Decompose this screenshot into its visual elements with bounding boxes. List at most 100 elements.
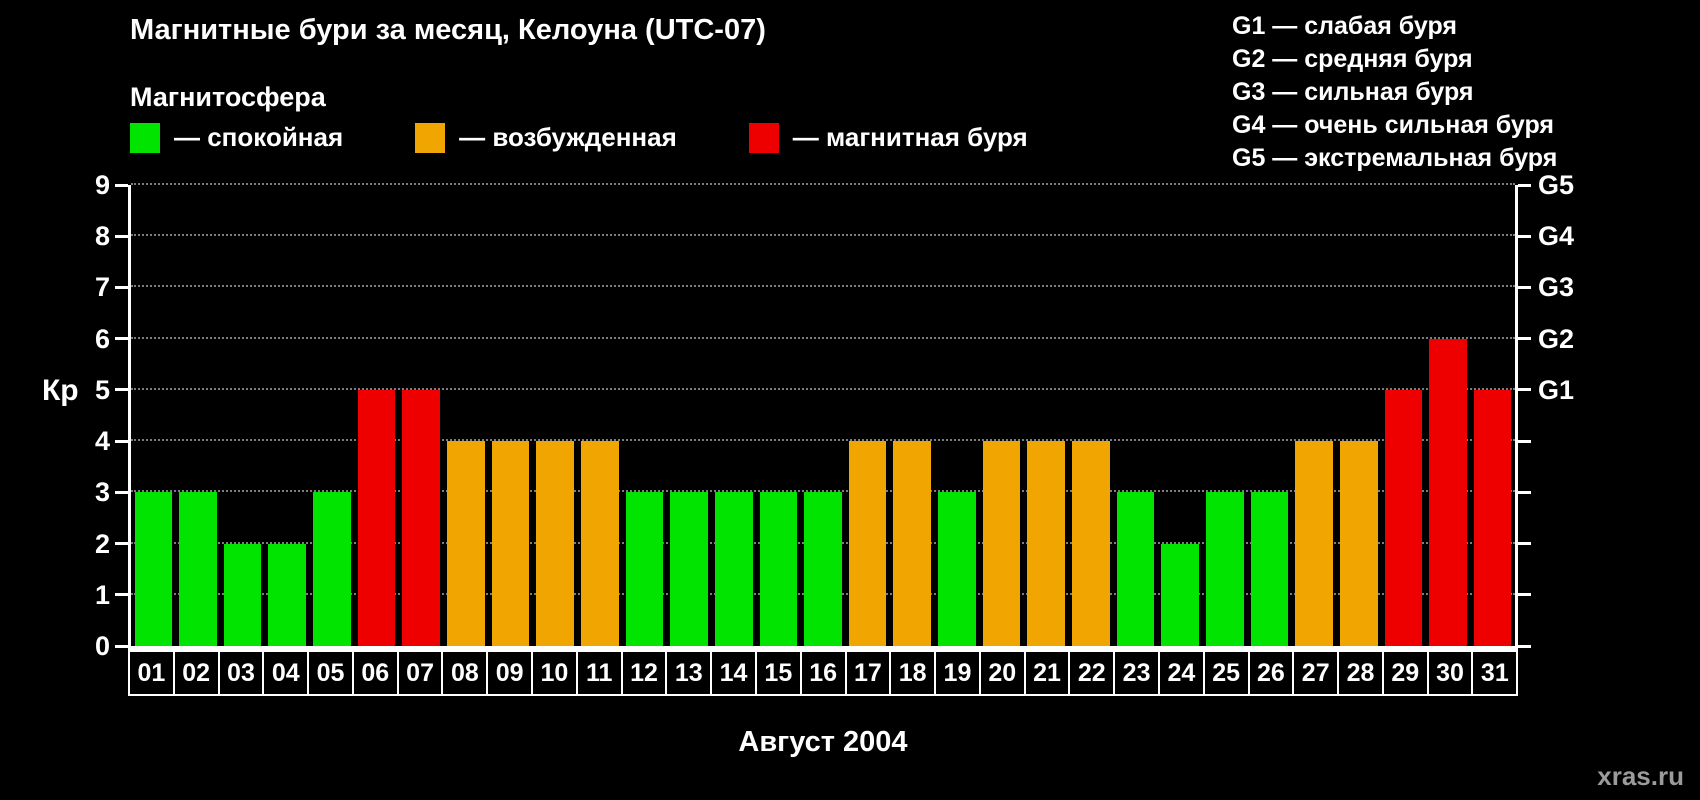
gridline-kp-3 — [131, 490, 1515, 493]
gridline-kp-6 — [131, 336, 1515, 339]
legend-label-quiet: — спокойная — [174, 122, 344, 152]
gridline-kp-9 — [131, 183, 1515, 185]
bar-column-06 — [354, 185, 399, 646]
day-label-09: 09 — [486, 650, 534, 696]
g-legend-item-g5: G5 — экстремальная буря — [1232, 144, 1558, 172]
day-label-16: 16 — [799, 650, 847, 696]
day-label-26: 26 — [1247, 650, 1295, 696]
bar-column-10 — [533, 185, 578, 646]
bar-column-04 — [265, 185, 310, 646]
bar-column-15 — [756, 185, 801, 646]
y-tick-label-2: 2 — [94, 528, 110, 559]
day-label-07: 07 — [396, 650, 444, 696]
kp-bar-day-03 — [223, 543, 262, 646]
y-axis-tick-labels: 0 1 2 3 4 5 6 7 8 9 — [48, 170, 110, 661]
bar-column-01 — [131, 185, 176, 646]
g-legend-item-g4: G4 — очень сильная буря — [1232, 111, 1554, 139]
axis-tick-mark — [1518, 644, 1531, 648]
right-axis-label-g1: G1 — [1538, 374, 1575, 405]
bar-column-03 — [220, 185, 265, 646]
day-label-31: 31 — [1471, 650, 1519, 696]
day-label-12: 12 — [620, 650, 668, 696]
axis-tick-mark — [115, 285, 128, 289]
bar-column-13 — [667, 185, 712, 646]
bar-column-12 — [622, 185, 667, 646]
bar-column-24 — [1158, 185, 1203, 646]
axis-tick-mark — [1518, 388, 1531, 392]
y-tick-label-0: 0 — [94, 631, 110, 661]
y-tick-label-1: 1 — [94, 579, 110, 610]
day-label-27: 27 — [1292, 650, 1340, 696]
bars — [131, 185, 1515, 646]
axis-tick-mark — [115, 542, 128, 546]
day-label-17: 17 — [844, 650, 892, 696]
bar-column-11 — [577, 185, 622, 646]
bar-column-23 — [1113, 185, 1158, 646]
y-axis-title: Кр — [42, 374, 79, 407]
y-tick-label-3: 3 — [94, 477, 110, 508]
bar-column-30 — [1426, 185, 1471, 646]
kp-bar-day-24 — [1161, 543, 1199, 646]
y-tick-label-9: 9 — [94, 170, 110, 200]
bar-column-29 — [1381, 185, 1426, 646]
g-scale-legend: G1 — слабая буря G2 — средняя буря G3 — … — [1232, 10, 1557, 175]
kp-bar-day-22 — [1072, 441, 1110, 646]
day-label-24: 24 — [1157, 650, 1205, 696]
legend-label-excited: — возбужденная — [459, 122, 677, 152]
day-label-02: 02 — [172, 650, 220, 696]
kp-bar-day-07 — [402, 389, 441, 646]
legend-item-quiet: — спокойная — [130, 122, 343, 153]
axis-tick-mark — [115, 234, 128, 238]
axis-tick-mark — [1518, 234, 1531, 238]
day-label-01: 01 — [128, 650, 175, 696]
axis-tick-mark — [115, 183, 128, 187]
kp-bar-day-08 — [447, 441, 485, 646]
day-label-20: 20 — [978, 650, 1026, 696]
g-legend-item-g1: G1 — слабая буря — [1232, 12, 1458, 40]
kp-bar-day-01 — [134, 492, 173, 646]
kp-bar-day-21 — [1027, 441, 1066, 646]
bar-column-07 — [399, 185, 444, 646]
legend-swatch-excited — [415, 122, 446, 153]
kp-bar-day-02 — [179, 492, 217, 646]
kp-bar-day-12 — [625, 492, 664, 646]
kp-bar-day-05 — [313, 492, 351, 646]
y-tick-label-6: 6 — [94, 323, 110, 354]
bar-column-18 — [890, 185, 935, 646]
kp-bar-day-18 — [893, 441, 932, 646]
bar-column-09 — [488, 185, 533, 646]
axis-tick-mark — [1518, 542, 1531, 546]
right-axis-g-labels: G1 G2 G3 G4 G5 — [1538, 170, 1678, 650]
bar-column-21 — [1024, 185, 1069, 646]
legend-heading: Магнитосфера — [130, 82, 326, 112]
kp-bar-day-14 — [714, 492, 753, 646]
axis-tick-mark — [115, 337, 128, 341]
right-axis-label-g2: G2 — [1538, 323, 1575, 354]
day-label-06: 06 — [351, 650, 399, 696]
y-tick-label-8: 8 — [94, 221, 110, 252]
legend-swatch-quiet — [130, 122, 160, 153]
axis-tick-mark — [1518, 183, 1531, 187]
chart-title: Магнитные бури за месяц, Келоуна (UTC-07… — [130, 14, 766, 46]
bar-column-22 — [1069, 185, 1114, 646]
bar-column-14 — [711, 185, 756, 646]
kp-bar-day-27 — [1295, 441, 1333, 646]
y-tick-label-7: 7 — [94, 272, 110, 303]
day-label-23: 23 — [1113, 650, 1160, 696]
watermark: xras.ru — [1597, 761, 1684, 791]
kp-bar-day-31 — [1473, 389, 1512, 646]
plot-area — [128, 183, 1518, 650]
right-axis-label-g4: G4 — [1538, 221, 1575, 252]
day-label-14: 14 — [710, 650, 757, 696]
day-label-08: 08 — [441, 650, 489, 696]
right-axis-label-g3: G3 — [1538, 272, 1575, 303]
kp-bar-day-09 — [491, 441, 530, 646]
axis-tick-mark — [1518, 285, 1531, 289]
kp-bar-day-04 — [268, 543, 307, 646]
day-label-19: 19 — [934, 650, 981, 696]
day-label-29: 29 — [1381, 650, 1429, 696]
day-axis: 01 02 03 04 05 06 07 08 09 10 11 12 13 14 15 16 17 18 19 20… — [128, 650, 1519, 696]
kp-bar-day-13 — [670, 492, 708, 646]
kp-bar-day-19 — [938, 492, 976, 646]
